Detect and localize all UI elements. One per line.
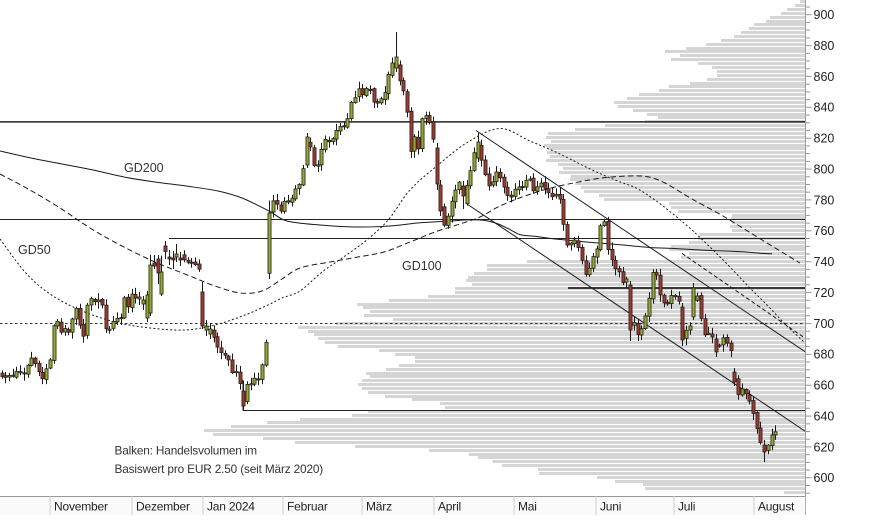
svg-text:820: 820 bbox=[814, 132, 835, 146]
svg-text:Mai: Mai bbox=[518, 500, 537, 514]
svg-text:Jan 2024: Jan 2024 bbox=[207, 500, 255, 514]
svg-text:Juni: Juni bbox=[600, 500, 621, 514]
svg-text:GD200: GD200 bbox=[124, 161, 164, 175]
svg-text:900: 900 bbox=[814, 8, 835, 22]
svg-text:860: 860 bbox=[814, 70, 835, 84]
svg-text:Dezember: Dezember bbox=[136, 500, 190, 514]
svg-text:März: März bbox=[366, 500, 392, 514]
svg-text:720: 720 bbox=[814, 286, 835, 300]
svg-text:840: 840 bbox=[814, 101, 835, 115]
svg-text:740: 740 bbox=[814, 255, 835, 269]
svg-text:640: 640 bbox=[814, 410, 835, 424]
svg-text:600: 600 bbox=[814, 471, 835, 485]
svg-text:680: 680 bbox=[814, 348, 835, 362]
svg-text:April: April bbox=[438, 500, 461, 514]
svg-text:Basiswert pro EUR 2.50 (seit M: Basiswert pro EUR 2.50 (seit März 2020) bbox=[115, 462, 324, 476]
svg-text:Balken: Handelsvolumen im: Balken: Handelsvolumen im bbox=[115, 444, 258, 458]
svg-text:August: August bbox=[758, 500, 795, 514]
svg-text:GD100: GD100 bbox=[402, 259, 442, 273]
svg-text:Juli: Juli bbox=[678, 500, 695, 514]
svg-text:620: 620 bbox=[814, 440, 835, 454]
svg-text:GD50: GD50 bbox=[18, 243, 51, 257]
svg-text:700: 700 bbox=[814, 317, 835, 331]
svg-text:Februar: Februar bbox=[287, 500, 328, 514]
svg-text:November: November bbox=[54, 500, 108, 514]
svg-text:780: 780 bbox=[814, 193, 835, 207]
svg-text:660: 660 bbox=[814, 379, 835, 393]
svg-text:800: 800 bbox=[814, 163, 835, 177]
svg-text:880: 880 bbox=[814, 39, 835, 53]
svg-text:760: 760 bbox=[814, 224, 835, 238]
